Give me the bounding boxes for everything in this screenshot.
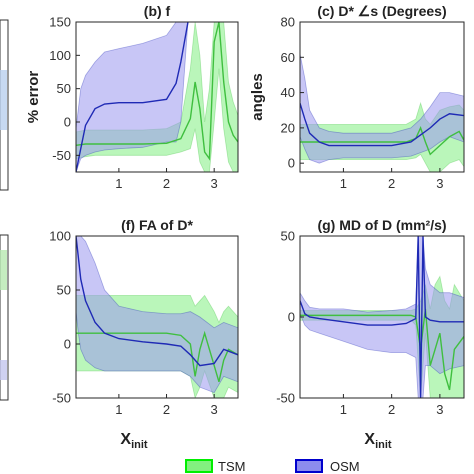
x-tick-label: 1 — [340, 402, 347, 417]
panel-title: (f) FA of D* — [121, 217, 193, 233]
y-tick-label: 0 — [288, 310, 295, 325]
x-tick-label: 3 — [436, 402, 443, 417]
plot-area — [300, 53, 464, 172]
legend-swatch-osm — [295, 459, 323, 473]
series-line-osm — [300, 236, 464, 398]
x-tick-label: 1 — [115, 176, 122, 191]
y-tick-label: 50 — [57, 283, 71, 298]
x-tick-label: 2 — [388, 176, 395, 191]
plot-area — [300, 236, 464, 398]
series-line-tsm — [300, 308, 464, 391]
y-tick-label: 0 — [288, 156, 295, 171]
y-tick-label: -50 — [276, 391, 295, 406]
panel-3: -50 0 50 100 1 2 3 (f) FA of D* — [49, 217, 239, 417]
plot-area — [76, 236, 238, 398]
series-line-osm — [76, 22, 189, 172]
series-line-tsm — [300, 125, 464, 156]
y-tick-label: 40 — [281, 85, 295, 100]
plot-frame — [299, 21, 465, 173]
y-tick-label: 50 — [281, 229, 295, 244]
x-tick-label: 3 — [436, 176, 443, 191]
x-tick-label: 2 — [388, 402, 395, 417]
series-line-osm — [76, 236, 238, 367]
x-axis-label-right: Xinit — [364, 431, 392, 451]
panel-2: 0 20 40 60 80 1 2 3 (c) D* ∠s (Degrees) angles — [249, 3, 465, 191]
x-tick-label: 3 — [211, 176, 218, 191]
left-bottom-panel-fragment — [0, 234, 9, 401]
band-osm — [76, 22, 189, 172]
x-tick-label: 1 — [340, 176, 347, 191]
panel-4: -50 0 50 1 2 3 (g) MD of D (mm²/s) — [276, 217, 465, 417]
x-tick-label: 1 — [115, 402, 122, 417]
y-tick-label: 0 — [64, 337, 71, 352]
y-axis-label: angles — [249, 73, 266, 121]
band-osm — [76, 236, 238, 394]
panel-title: (g) MD of D (mm²/s) — [317, 217, 446, 233]
left-neighbor-panels — [0, 19, 9, 401]
left-bottom-panel-fill — [0, 250, 7, 290]
y-tick-label: 100 — [49, 48, 71, 63]
legend-label-osm: OSM — [330, 459, 360, 474]
y-tick-label: 100 — [49, 229, 71, 244]
x-tick-label: 2 — [163, 176, 170, 191]
plot-frame — [75, 21, 239, 173]
y-tick-label: 80 — [281, 15, 295, 30]
y-axis-label: % error — [25, 71, 42, 124]
x-tick-label: 3 — [211, 402, 218, 417]
x-axis-label-left: Xinit — [120, 431, 148, 451]
plot-frame — [75, 235, 239, 399]
y-tick-label: -50 — [52, 148, 71, 163]
panel-title: (c) D* ∠s (Degrees) — [317, 3, 446, 19]
left-bottom-panel-fill-2 — [0, 360, 7, 380]
x-tick-label: 2 — [163, 402, 170, 417]
y-tick-label: 150 — [49, 15, 71, 30]
panel-title: (b) f — [144, 3, 171, 19]
series-line-tsm — [76, 330, 238, 382]
y-tick-label: 60 — [281, 50, 295, 65]
legend-label-tsm: TSM — [218, 459, 245, 474]
y-tick-label: 0 — [64, 115, 71, 130]
y-tick-label: 20 — [281, 120, 295, 135]
series-line-tsm — [76, 22, 238, 161]
y-tick-label: 50 — [57, 81, 71, 96]
legend-swatch-tsm — [185, 459, 213, 473]
series-line-osm — [300, 102, 464, 147]
y-tick-label: -50 — [52, 391, 71, 406]
panel-1: -50 0 50 100 150 1 2 3 (b) f % error — [25, 3, 239, 191]
left-top-panel-fill — [0, 70, 7, 130]
plot-area — [76, 22, 238, 172]
legend: TSM OSM — [185, 459, 360, 474]
